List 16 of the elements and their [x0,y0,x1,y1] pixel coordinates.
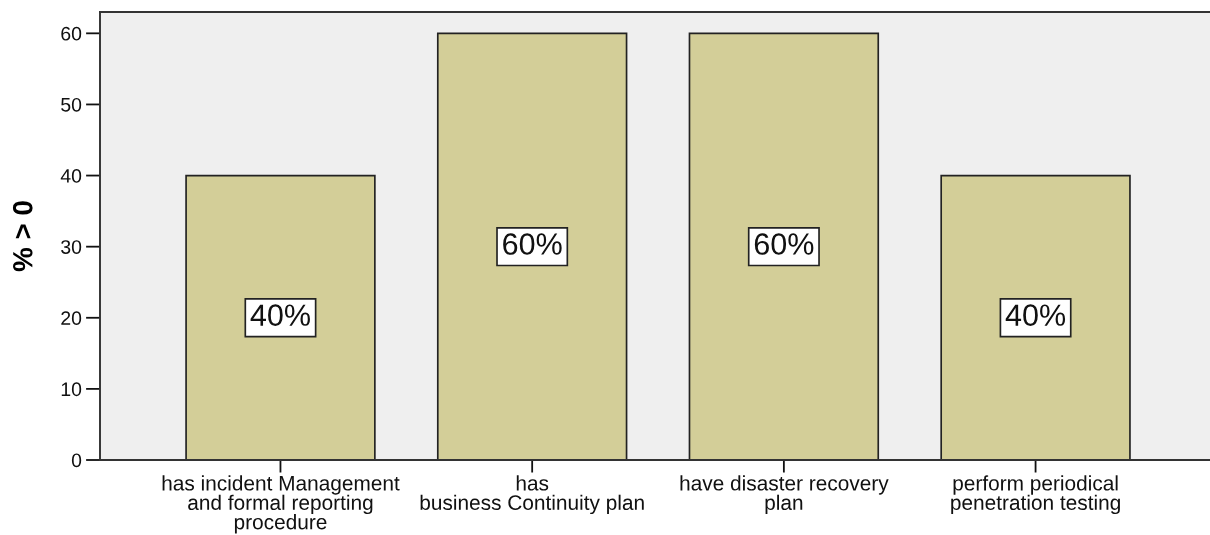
y-tick-label: 50 [61,97,82,112]
data-label: 40% [250,304,310,326]
y-tick-label: 0 [71,453,82,468]
y-tick-label: 60 [61,26,82,41]
data-label: 60% [754,233,814,255]
y-axis-title: % > 0 [12,201,33,272]
x-tick-label: has business Continuity plan [420,475,644,515]
y-tick-label: 10 [61,382,82,397]
y-tick-label: 20 [61,311,82,326]
data-label: 60% [503,233,562,255]
y-tick-label: 40 [60,169,82,183]
y-tick-label: 30 [61,240,82,254]
x-tick-label: has incident Management and formal reporting procedure [162,475,400,534]
data-label: 40% [1005,304,1066,326]
x-tick-label: perform periodical penetration testing [951,475,1120,515]
x-tick-label: have disaster recovery plan [680,475,889,515]
